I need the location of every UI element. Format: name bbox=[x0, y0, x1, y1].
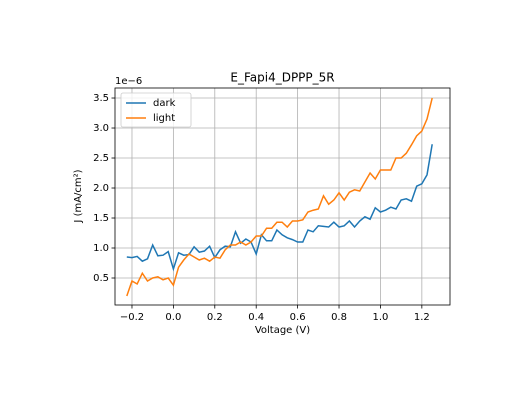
chart-title: E_Fapi4_DPPP_5R bbox=[230, 71, 334, 85]
y-tick-label: 3.5 bbox=[93, 93, 109, 104]
data-line bbox=[126, 144, 433, 272]
legend-label: dark bbox=[153, 98, 176, 109]
y-tick-label: 2.0 bbox=[93, 183, 109, 194]
y-offset-label: 1e−6 bbox=[115, 76, 142, 87]
y-tick-label: 1.5 bbox=[93, 213, 109, 224]
y-tick-label: 3.0 bbox=[93, 123, 109, 134]
x-tick-label: 1.2 bbox=[414, 312, 430, 323]
x-axis-label: Voltage (V) bbox=[255, 325, 310, 336]
y-tick-label: 1.0 bbox=[93, 243, 109, 254]
x-tick-label: 0.4 bbox=[248, 312, 264, 323]
x-tick-label: 0.8 bbox=[331, 312, 347, 323]
y-tick-label: 0.5 bbox=[93, 273, 109, 284]
axes-frame bbox=[114, 87, 451, 306]
y-tick-label: 2.5 bbox=[93, 153, 109, 164]
legend-label: light bbox=[153, 113, 175, 124]
x-tick-label: 0.0 bbox=[165, 312, 181, 323]
x-tick-label: 0.6 bbox=[290, 312, 306, 323]
x-tick-label: −0.2 bbox=[120, 312, 144, 323]
x-tick-label: 0.2 bbox=[207, 312, 223, 323]
x-tick-label: 1.0 bbox=[372, 312, 388, 323]
data-line bbox=[126, 97, 433, 297]
y-axis-label: J (mA/cm²) bbox=[73, 169, 84, 223]
